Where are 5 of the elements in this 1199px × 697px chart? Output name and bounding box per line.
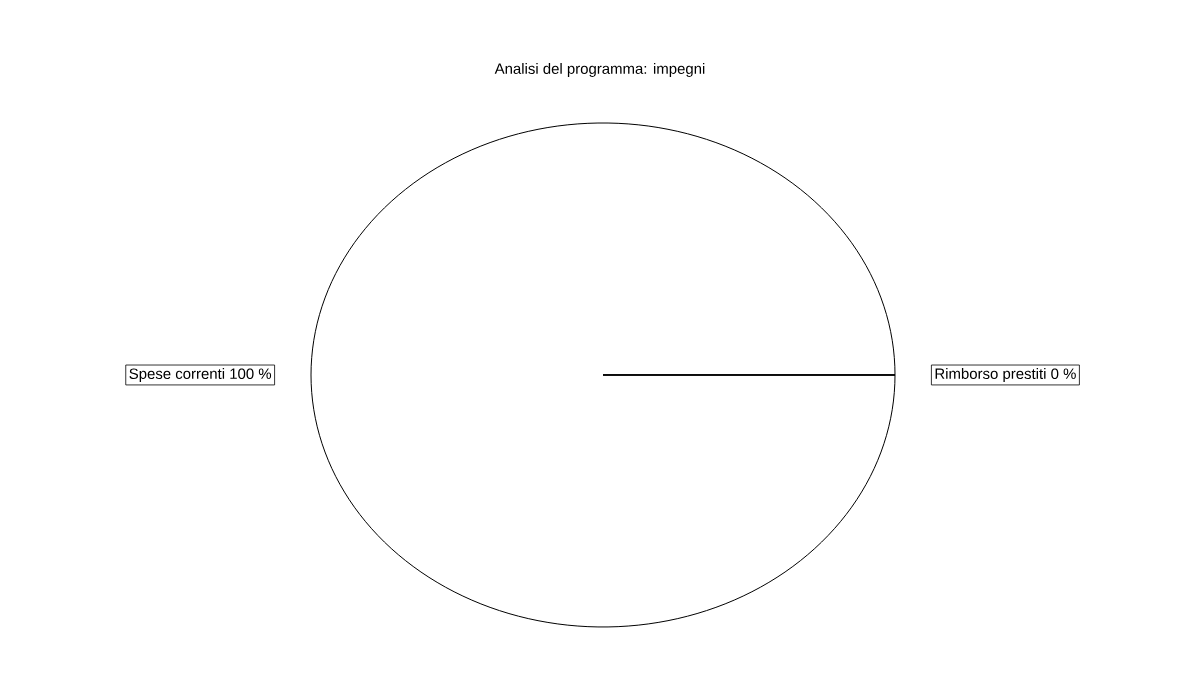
chart-title: Analisi del programma: impegni (494, 63, 705, 77)
slice-label: Spese correnti (129, 368, 225, 382)
category-label: Rimborso prestiti (935, 368, 1046, 382)
data-label: 100 % (230, 368, 272, 379)
text: 0 % (1051, 368, 1076, 379)
